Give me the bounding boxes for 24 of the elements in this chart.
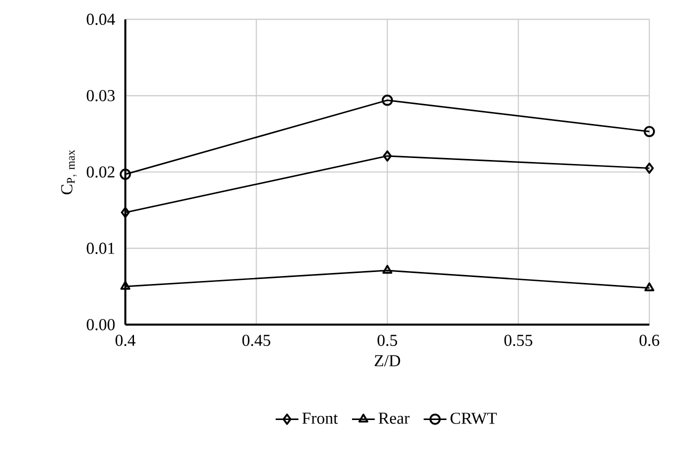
- x-axis-title: Z/D: [374, 355, 400, 366]
- point: [382, 94, 393, 106]
- y-tick-label: 0.01: [86, 242, 114, 254]
- y-tick-label: 0.00: [86, 319, 115, 330]
- x-tick-label: 0.6: [640, 334, 660, 346]
- x-tick-label: 0.5: [378, 334, 398, 346]
- point: [120, 280, 130, 290]
- point: [644, 162, 654, 174]
- point: [644, 282, 654, 292]
- point: [382, 150, 392, 162]
- y-tick-label: 0.04: [86, 14, 116, 25]
- point: [120, 206, 130, 218]
- x-tick-label: 0.45: [242, 334, 270, 346]
- y-tick-label: 0.02: [86, 166, 114, 178]
- point: [382, 264, 392, 274]
- x-tick-label: 0.4: [116, 334, 136, 346]
- point: [644, 126, 655, 138]
- y-tick-label: 0.03: [86, 90, 115, 102]
- y-axis-title: $\mathrm{C}_{\mathrm{P,\ max}}$: [61, 150, 77, 194]
- legend-label: Rear: [378, 412, 410, 424]
- legend-label: Front: [302, 412, 338, 424]
- point: [120, 168, 131, 180]
- x-tick-label: 0.55: [504, 334, 532, 346]
- legend-label: CRWT: [450, 412, 497, 424]
